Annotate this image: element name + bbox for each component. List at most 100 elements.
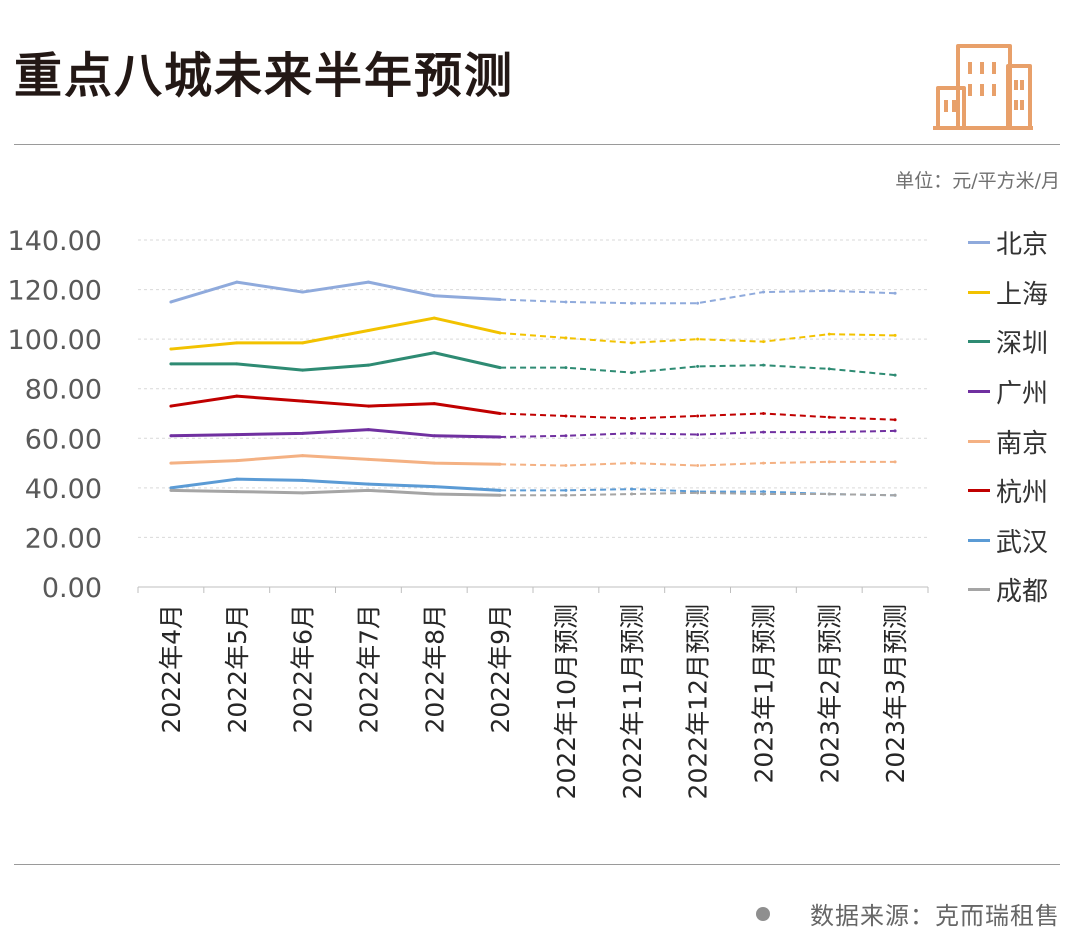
data-point	[366, 404, 370, 408]
data-point	[498, 331, 502, 335]
series-line-广州	[170, 428, 501, 439]
data-point	[564, 488, 568, 492]
data-point	[169, 461, 173, 465]
data-point	[564, 434, 568, 438]
data-point	[827, 430, 831, 434]
x-tick-label: 2022年12月预测	[684, 604, 713, 799]
legend-swatch	[968, 588, 990, 592]
data-point	[564, 366, 568, 370]
data-point	[301, 491, 305, 495]
x-tick-label: 2022年7月	[354, 604, 383, 734]
data-point	[696, 433, 700, 437]
data-point	[696, 364, 700, 368]
y-tick-label: 80.00	[25, 375, 102, 406]
data-point	[432, 434, 436, 438]
series-line-成都	[170, 488, 501, 497]
data-point	[301, 290, 305, 294]
data-point	[761, 492, 765, 496]
data-point	[564, 493, 568, 497]
series-line-杭州	[170, 394, 501, 415]
data-source: 数据来源：克而瑞租售	[756, 896, 1060, 931]
data-point	[498, 462, 502, 466]
bullet-icon	[756, 906, 770, 921]
data-point	[893, 373, 897, 377]
data-point	[169, 300, 173, 304]
data-point	[761, 412, 765, 415]
legend-swatch	[968, 538, 990, 542]
data-point	[564, 300, 568, 304]
page-title: 重点八城未来半年预测	[14, 48, 515, 104]
data-point	[893, 460, 897, 464]
data-point	[301, 431, 305, 435]
data-point	[366, 328, 370, 332]
legend-item: 成都	[968, 565, 1048, 615]
data-point	[498, 366, 502, 370]
series-line-北京	[170, 280, 501, 304]
legend-swatch	[968, 439, 990, 443]
data-point	[498, 435, 502, 439]
data-point	[366, 363, 370, 367]
data-point	[696, 414, 700, 418]
data-point	[827, 415, 831, 419]
x-tick-label: 2022年5月	[223, 604, 252, 734]
bottom-divider	[14, 864, 1060, 865]
data-point	[827, 289, 831, 293]
data-point	[630, 301, 634, 305]
data-point	[366, 457, 370, 461]
top-divider	[14, 144, 1060, 145]
legend-item: 南京	[968, 416, 1048, 466]
x-tick-label: 2023年1月预测	[749, 604, 778, 784]
data-point	[630, 341, 634, 345]
y-tick-label: 60.00	[25, 424, 102, 455]
data-point	[696, 337, 700, 341]
y-tick-label: 40.00	[25, 474, 102, 505]
legend-item: 上海	[968, 268, 1048, 318]
data-point	[761, 363, 765, 367]
data-point	[366, 488, 370, 492]
legend-item: 武汉	[968, 516, 1048, 566]
data-point	[498, 297, 502, 301]
legend-swatch	[968, 241, 990, 245]
data-point	[366, 428, 370, 432]
series-forecast-line-北京	[500, 289, 896, 305]
data-point	[498, 412, 502, 415]
data-point	[696, 301, 700, 305]
data-point	[827, 367, 831, 371]
legend-label: 北京	[996, 230, 1049, 261]
y-tick-label: 100.00	[8, 325, 102, 356]
data-point	[235, 477, 239, 481]
data-point	[432, 402, 436, 406]
data-point	[893, 333, 897, 337]
x-tick-label: 2022年6月	[289, 604, 318, 734]
data-point	[827, 492, 831, 496]
legend-item: 深圳	[968, 317, 1048, 367]
x-tick-label: 2022年10月预测	[552, 604, 581, 799]
data-point	[761, 461, 765, 465]
legend-label: 杭州	[996, 478, 1049, 509]
buildings-icon	[933, 44, 1033, 130]
legend-swatch	[968, 489, 990, 493]
data-point	[301, 478, 305, 482]
series-line-上海	[170, 316, 501, 351]
data-point	[630, 371, 634, 375]
data-point	[893, 291, 897, 295]
series-line-南京	[170, 454, 501, 466]
data-point	[366, 280, 370, 284]
data-point	[761, 430, 765, 434]
data-point	[630, 487, 634, 491]
data-point	[498, 488, 502, 492]
data-point	[564, 414, 568, 418]
data-point	[235, 459, 239, 463]
data-point	[564, 464, 568, 468]
data-point	[235, 394, 239, 398]
data-point	[169, 488, 173, 492]
y-tick-label: 20.00	[25, 523, 102, 554]
x-tick-label: 2022年9月	[486, 604, 515, 734]
data-point	[169, 486, 173, 490]
data-point	[432, 351, 436, 355]
legend-swatch	[968, 340, 990, 344]
data-point	[696, 491, 700, 495]
data-point	[432, 461, 436, 465]
legend-item: 广州	[968, 367, 1048, 417]
data-point	[301, 341, 305, 345]
